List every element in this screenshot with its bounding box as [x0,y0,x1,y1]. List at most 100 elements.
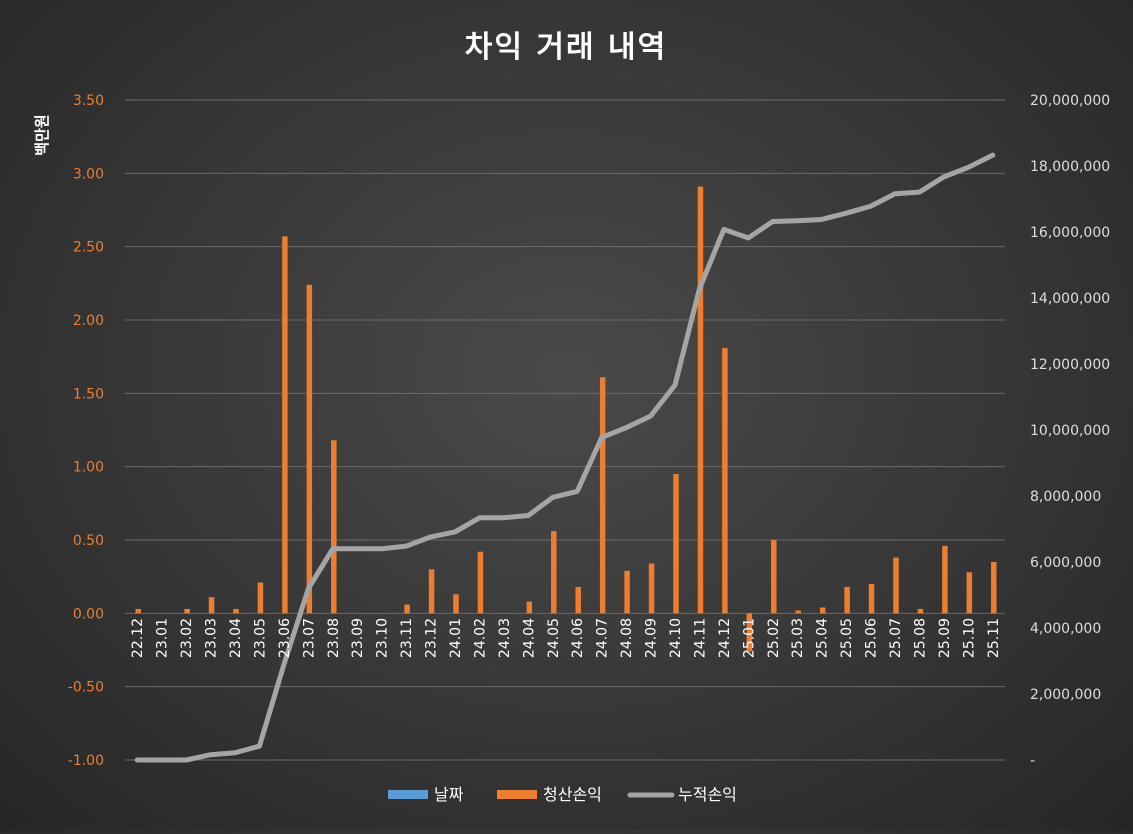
x-tick-label: 23.05 [252,618,268,658]
bar [551,531,557,613]
x-tick-label: 25.01 [741,618,757,658]
bar [967,572,973,613]
x-tick-label: 25.06 [864,618,880,658]
left-tick-label: 3.00 [73,166,104,182]
right-tick-label: 12,000,000 [1030,357,1110,373]
x-tick-label: 23.01 [155,618,171,658]
right-tick-label: 18,000,000 [1030,159,1110,175]
bar [673,474,679,613]
x-tick-label: 25.04 [815,618,831,658]
right-tick-label: 14,000,000 [1030,291,1110,307]
bar [918,609,924,613]
x-tick-label: 23.12 [424,618,440,658]
x-tick-label: 25.08 [912,618,928,658]
x-tick-label: 24.08 [619,618,635,658]
bar [478,552,484,614]
x-tick-label: 25.09 [937,618,953,658]
right-tick-label: 8,000,000 [1030,489,1101,505]
bar [869,584,875,613]
x-tick-label: 24.11 [692,618,708,658]
x-tick-label: 25.11 [986,618,1002,658]
bar [209,597,215,613]
legend: 날짜 청산손익 누적손익 [388,785,737,804]
x-tick-label: 25.07 [888,618,904,658]
x-tick-label: 24.01 [448,618,464,658]
x-tick-label: 23.02 [179,618,195,658]
bar [991,562,997,613]
bar [893,558,899,614]
right-tick-label: 10,000,000 [1030,423,1110,439]
right-tick-label: 16,000,000 [1030,225,1110,241]
x-tick-label: 23.07 [301,618,317,658]
bar [795,610,801,613]
legend-label: 날짜 [434,785,464,804]
right-axis: 20,000,000 18,000,000 16,000,000 14,000,000… [1030,93,1110,769]
left-axis-title: 백만원 [33,114,51,155]
legend-label: 청산손익 [543,785,602,804]
x-tick-label: 25.02 [766,618,782,658]
bar [282,236,288,613]
bar [844,587,850,613]
left-tick-label: 2.00 [73,313,104,329]
bar [135,609,141,613]
legend-swatch-bar [497,790,537,799]
bar [453,594,459,613]
right-tick-label: - [1030,753,1035,769]
left-tick-label: 0.00 [73,606,104,622]
bar [942,546,948,613]
bar [429,569,435,613]
bar [233,609,239,613]
x-tick-label: 23.03 [204,618,220,658]
x-tick-label: 24.04 [521,618,537,658]
x-tick-label: 23.09 [350,618,366,658]
bar [600,377,606,613]
x-tick-label: 23.08 [326,618,342,658]
bar [404,605,410,614]
left-tick-label: 1.50 [73,386,104,402]
left-tick-label: 3.50 [73,93,104,109]
left-tick-label: 1.00 [73,460,104,476]
bar [184,609,190,613]
x-tick-label: 23.10 [375,618,391,658]
x-tick-label: 25.03 [790,618,806,658]
x-tick-label: 25.10 [961,618,977,658]
bar [331,440,337,613]
x-tick-label: 24.02 [472,618,488,658]
bar [527,602,533,614]
left-tick-label: 0.50 [73,533,104,549]
x-tick-label: 24.10 [668,618,684,658]
x-tick-label: 24.07 [595,618,611,658]
legend-label: 누적손익 [678,785,737,804]
x-tick-label: 24.09 [644,618,660,658]
line-series [137,155,993,760]
cumulative-line [137,155,993,760]
left-tick-label: -1.00 [68,753,104,769]
bar [820,607,826,613]
x-tick-label: 23.04 [228,618,244,658]
right-tick-label: 20,000,000 [1030,93,1110,109]
bar [649,563,655,613]
left-tick-label: 2.50 [73,240,104,256]
x-tick-label: 22.12 [130,618,146,658]
x-tick-label: 24.03 [497,618,513,658]
chart-title: 차익 거래 내역 [465,30,668,65]
bar [771,540,777,613]
left-axis: 3.503.002.502.001.501.000.500.00-0.50-1.… [68,93,104,769]
bar [722,348,728,613]
x-tick-label: 23.06 [277,618,293,658]
x-tick-label: 24.12 [717,618,733,658]
legend-swatch-bar [388,790,428,799]
right-tick-label: 4,000,000 [1030,621,1101,637]
bar-series [135,187,996,652]
x-tick-label: 23.11 [399,618,415,658]
bar [698,187,704,614]
x-tick-label: 24.05 [546,618,562,658]
x-tick-label: 24.06 [570,618,586,658]
bar [575,587,581,613]
right-tick-label: 6,000,000 [1030,555,1101,571]
bar [307,285,313,614]
bar [258,583,264,614]
x-tick-label: 25.05 [839,618,855,658]
